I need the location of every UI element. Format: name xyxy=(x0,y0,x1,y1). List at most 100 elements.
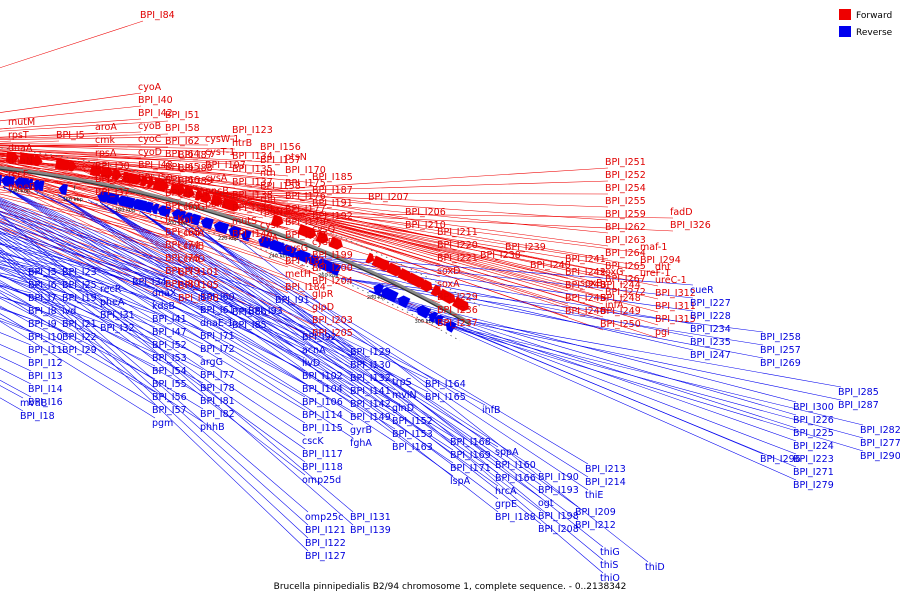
rev-gene-label[interactable]: BPI_I149 xyxy=(350,412,391,423)
rev-gene-label[interactable]: BPI_I77 xyxy=(200,370,235,381)
fwd-gene-label[interactable]: BPI_I74 xyxy=(165,240,200,251)
fwd-gene-label[interactable]: BPI_I254 xyxy=(605,183,646,194)
rev-gene-label[interactable]: recR xyxy=(100,284,122,295)
rev-gene-label[interactable]: BPI_I12 xyxy=(28,358,63,369)
fwd-gene-label[interactable]: BPI_I64 xyxy=(165,149,200,160)
fwd-gene-label[interactable]: BPI_I79 xyxy=(165,266,200,277)
fwd-gene-label[interactable]: recF xyxy=(8,169,28,180)
fwd-gene-label[interactable]: soxB xyxy=(580,278,603,289)
rev-gene-label[interactable]: BPI_I104 xyxy=(302,384,343,395)
fwd-gene-label[interactable]: dht xyxy=(655,262,671,273)
fwd-gene-label[interactable]: cysA xyxy=(205,173,228,184)
fwd-gene-label[interactable]: BPI_I138 xyxy=(232,190,273,201)
fwd-gene-label[interactable]: ccmA xyxy=(178,228,205,239)
fwd-gene-label[interactable]: BPI_I158 xyxy=(260,181,301,192)
rev-gene-label[interactable]: BPI_I212 xyxy=(575,520,616,531)
fwd-gene-label[interactable]: BPI_I87 xyxy=(178,150,213,161)
rev-gene-label[interactable]: mvaB xyxy=(20,398,47,409)
rev-gene-label[interactable]: thiO xyxy=(600,573,620,584)
fwd-gene-label[interactable]: dnaA xyxy=(8,143,33,154)
rev-gene-label[interactable]: BPI_I81 xyxy=(200,396,235,407)
rev-gene-label[interactable]: BPI_I223 xyxy=(793,454,834,465)
fwd-gene-label[interactable]: BPI_I146 xyxy=(232,229,273,240)
fwd-gene-label[interactable]: BPI_I267 xyxy=(605,274,646,285)
fwd-gene-label[interactable]: BPI_I80 xyxy=(165,279,200,290)
rev-gene-label[interactable]: BPI_I234 xyxy=(690,324,731,335)
fwd-gene-label[interactable]: BPI_I108 xyxy=(178,293,219,304)
rev-gene-label[interactable]: BPI_I31 xyxy=(100,310,135,321)
fwd-gene-label[interactable]: ccmB xyxy=(178,241,204,252)
rev-gene-label[interactable]: BPI_I8 xyxy=(28,306,57,317)
rev-gene-label[interactable]: BPI_I127 xyxy=(305,551,346,562)
fwd-gene-label[interactable]: BPI_I242 xyxy=(565,267,606,278)
fwd-gene-label[interactable]: pncB xyxy=(205,186,229,197)
rev-gene-label[interactable]: BPI_I92 xyxy=(302,332,337,343)
fwd-gene-label[interactable]: BPI_I207 xyxy=(368,192,409,203)
rev-gene-label[interactable]: thiD xyxy=(645,562,665,573)
fwd-gene-label[interactable]: BPI_I252 xyxy=(605,170,646,181)
rev-gene-label[interactable]: omp25d xyxy=(302,475,341,486)
rev-gene-label[interactable]: acnA xyxy=(302,345,326,356)
fwd-gene-label[interactable]: BPI_I243 xyxy=(565,280,606,291)
rev-gene-label[interactable]: BPI_I208 xyxy=(538,524,579,535)
rev-gene-label[interactable]: BPI_I225 xyxy=(793,428,834,439)
rev-gene-label[interactable]: BPI_I22 xyxy=(62,332,97,343)
rev-gene-label[interactable]: BPI_I106 xyxy=(302,397,343,408)
rev-gene-label[interactable]: BPI_I86 xyxy=(232,307,267,318)
fwd-gene-label[interactable]: cyoA xyxy=(138,82,162,93)
fwd-gene-label[interactable]: BPI_I241 xyxy=(565,254,606,265)
rev-gene-label[interactable]: BPI_I198 xyxy=(538,511,579,522)
fwd-gene-label[interactable]: BPI_I203 xyxy=(312,315,353,326)
rev-gene-label[interactable]: BPI_I130 xyxy=(350,360,391,371)
fwd-gene-label[interactable]: BPI_I140 xyxy=(232,203,273,214)
rev-gene-label[interactable]: BPI_I57 xyxy=(152,405,187,416)
fwd-gene-label[interactable]: BPI_I135 xyxy=(232,164,273,175)
rev-gene-label[interactable]: BPI_I152 xyxy=(392,416,433,427)
fwd-gene-label[interactable]: soxA xyxy=(437,279,460,290)
fwd-gene-label[interactable]: BPI_I265 xyxy=(605,261,646,272)
fwd-gene-label[interactable]: BPI_I239 xyxy=(505,242,546,253)
rev-gene-label[interactable]: BPI_I142 xyxy=(350,399,391,410)
fwd-gene-label[interactable]: aroA xyxy=(95,122,117,133)
rev-gene-label[interactable]: BPI_I32 xyxy=(100,323,135,334)
fwd-gene-label[interactable]: BPI_I42 xyxy=(138,108,173,119)
rev-gene-label[interactable]: BPI_I235 xyxy=(690,337,731,348)
rev-gene-label[interactable]: BPI_I282 xyxy=(860,425,900,436)
rev-gene-label[interactable]: ogt xyxy=(538,498,554,509)
fwd-gene-label[interactable]: cyoC xyxy=(138,134,162,145)
fwd-gene-label[interactable]: glpR xyxy=(312,289,334,300)
fwd-gene-label[interactable]: BPI_I204 xyxy=(312,276,353,287)
rev-gene-label[interactable]: omp25c xyxy=(305,512,343,523)
fwd-gene-label[interactable]: BPI_I176 xyxy=(285,191,326,202)
rev-gene-label[interactable]: BPI_I228 xyxy=(690,311,731,322)
fwd-gene-label[interactable]: nth xyxy=(260,168,276,179)
fwd-gene-label[interactable]: BPI_I220 xyxy=(437,240,478,251)
fwd-gene-label[interactable]: BPI_I263 xyxy=(605,235,646,246)
rev-gene-label[interactable]: BPI_I29 xyxy=(62,345,97,356)
rev-gene-label[interactable]: lspA xyxy=(450,476,471,487)
fwd-gene-label[interactable]: yfiA xyxy=(260,233,279,244)
fwd-gene-label[interactable]: BPI_I105 xyxy=(178,280,219,291)
fwd-gene-label[interactable]: dnaN xyxy=(8,156,33,167)
rev-gene-label[interactable]: thiG xyxy=(600,547,620,558)
fwd-gene-label[interactable]: mutS xyxy=(232,216,257,227)
rev-gene-label[interactable]: BPI_I300 xyxy=(793,402,834,413)
rev-gene-label[interactable]: BPI_I153 xyxy=(392,429,433,440)
rev-gene-label[interactable]: grpE xyxy=(495,499,517,510)
fwd-gene-label[interactable]: BPI_I179 xyxy=(285,230,326,241)
fwd-gene-label[interactable]: BPI_I326 xyxy=(670,220,711,231)
fwd-gene-label[interactable]: cyoB xyxy=(138,121,161,132)
rev-gene-label[interactable]: kdsB xyxy=(152,301,175,312)
fwd-gene-label[interactable]: fadD xyxy=(670,207,693,218)
fwd-gene-label[interactable]: BPI_I264 xyxy=(605,248,646,259)
fwd-gene-label[interactable]: BPI_I200 xyxy=(312,263,353,274)
fwd-gene-label[interactable]: ureC-1 xyxy=(655,275,687,286)
fwd-gene-label[interactable]: cysD xyxy=(312,237,335,248)
rev-gene-label[interactable]: BPI_I122 xyxy=(305,538,346,549)
rev-gene-label[interactable]: BPI_I6 xyxy=(28,280,57,291)
fwd-gene-label[interactable]: frcK xyxy=(165,214,184,225)
rev-gene-label[interactable]: BPI_I129 xyxy=(350,347,391,358)
fwd-gene-label[interactable]: cysG xyxy=(285,243,308,254)
rev-gene-label[interactable]: BPI_I10 xyxy=(28,332,63,343)
fwd-gene-label[interactable]: BPI_I185 xyxy=(312,172,353,183)
